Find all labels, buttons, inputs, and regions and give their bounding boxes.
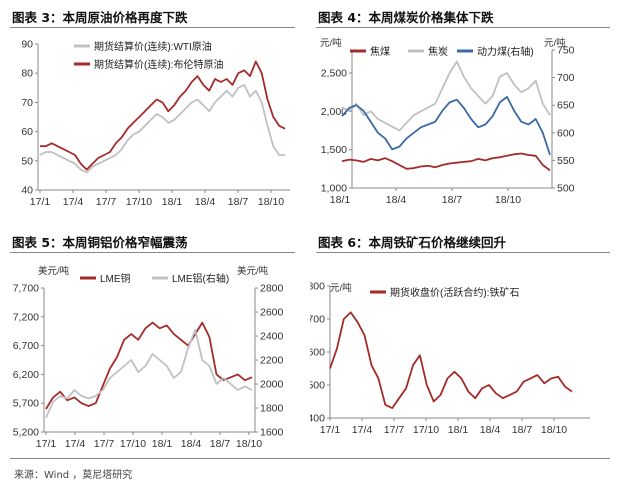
- x-tick-label: 18/10: [541, 424, 567, 436]
- y2-tick-label: 1800: [260, 403, 284, 415]
- x-tick-label: 18/7: [442, 194, 463, 206]
- y2-tick-label: 750: [557, 45, 575, 57]
- y-tick-label: 40: [21, 185, 33, 197]
- x-tick-label: 18/4: [195, 196, 216, 208]
- x-tick-label: 17/7: [384, 424, 405, 436]
- x-tick-label: 18/1: [448, 424, 469, 436]
- left-unit-label: 美元/吨: [38, 265, 70, 277]
- chart1-title: 图表 3：本周原油价格再度下跌: [12, 10, 188, 25]
- y-tick-label: 6,200: [13, 369, 39, 381]
- x-tick-label: 17/4: [63, 196, 84, 208]
- x-tick-label: 17/7: [96, 196, 117, 208]
- series-line-0: [39, 84, 285, 174]
- x-tick-label: 18/7: [512, 424, 533, 436]
- y2-tick-label: 550: [557, 155, 575, 167]
- y2-tick-label: 2600: [260, 307, 284, 319]
- y2-tick-label: 2200: [260, 355, 284, 367]
- x-tick-label: 17/1: [320, 424, 341, 436]
- x-tick-label: 18/7: [228, 196, 249, 208]
- y-tick-label: 600: [310, 347, 325, 359]
- legend-label: LME铜: [100, 273, 131, 285]
- x-tick-label: 18/1: [162, 196, 183, 208]
- series-line-0: [341, 152, 551, 172]
- y-tick-label: 5,200: [13, 427, 39, 439]
- y2-tick-label: 2400: [260, 331, 284, 343]
- y-tick-label: 5,700: [13, 398, 39, 410]
- chart1-svg: 40 50 60 70 80 90 17/1 17/4 17/7 17/10 18/1 18/4 18/…: [21, 39, 290, 208]
- x-tick-label: 18/7: [210, 438, 231, 450]
- y-tick-label: 7,200: [13, 311, 39, 323]
- y2-tick-label: 500: [557, 183, 575, 195]
- y-tick-label: 1,500: [321, 144, 347, 156]
- chart3-svg: 5,200 5,700 6,200 6,700 7,200 7,700 1600 1800 20…: [13, 265, 284, 450]
- y-tick-label: 800: [310, 281, 325, 293]
- x-tick-label: 18/10: [236, 438, 262, 450]
- y-tick-label: 1,000: [321, 183, 347, 195]
- chart4-title: 图表 6：本周铁矿石价格继续回升: [318, 235, 507, 250]
- y-tick-label: 2,500: [321, 68, 347, 80]
- y-tick-label: 90: [21, 39, 33, 51]
- left-unit-label: 元/吨: [320, 37, 342, 49]
- x-tick-label: 17/4: [65, 438, 86, 450]
- x-tick-label: 17/4: [352, 424, 373, 436]
- chart3-title: 图表 5：本周铜铝价格窄幅震荡: [12, 235, 188, 250]
- series-line-1: [45, 329, 253, 418]
- x-tick-label: 17/10: [120, 438, 146, 450]
- y-tick-label: 50: [21, 155, 33, 167]
- chart2-svg: 1,000 1,500 2,000 2,500 500 550 600 650 700 750 18…: [320, 37, 575, 206]
- right-unit-label: 美元/吨: [237, 265, 269, 277]
- series-line-2: [341, 96, 551, 156]
- x-tick-label: 17/10: [126, 196, 152, 208]
- x-tick-label: 18/10: [495, 194, 521, 206]
- x-tick-label: 18/10: [258, 196, 284, 208]
- unit-label: 元/吨: [330, 282, 352, 294]
- y2-tick-label: 600: [557, 127, 575, 139]
- series-line-1: [341, 60, 551, 132]
- series-line-1: [40, 60, 286, 171]
- x-tick-label: 18/4: [480, 424, 501, 436]
- legend-label: LME铝(右轴): [172, 272, 229, 285]
- y2-tick-label: 1600: [260, 427, 284, 439]
- source-note: 来源：Wind ，莫尼塔研究: [14, 470, 133, 481]
- y-tick-label: 400: [310, 413, 325, 425]
- x-tick-label: 17/1: [36, 438, 57, 450]
- y-tick-label: 80: [21, 68, 33, 80]
- legend-label: 期货结算价(连续):布伦特原油: [94, 58, 223, 71]
- y2-tick-label: 700: [557, 72, 575, 84]
- right-unit-label: 元/吨: [544, 37, 566, 49]
- x-tick-label: 18/1: [152, 438, 173, 450]
- legend-label: 焦炭: [428, 45, 448, 58]
- y-tick-label: 2,000: [321, 106, 347, 118]
- legend-label: 焦煤: [370, 45, 390, 58]
- y-tick-label: 6,700: [13, 340, 39, 352]
- legend-label: 动力煤(右轴): [477, 45, 534, 58]
- x-tick-label: 17/7: [94, 438, 115, 450]
- x-tick-label: 18/4: [386, 194, 407, 206]
- chart2-title: 图表 4：本周煤炭价格集体下跌: [318, 10, 494, 25]
- y2-tick-label: 650: [557, 100, 575, 112]
- x-tick-label: 18/4: [181, 438, 202, 450]
- chart4-svg: 400 500 600 700 800 17/1 17/4 17/7 17/10 18/1 18/4…: [310, 281, 590, 436]
- legend-label: 期货结算价(连续):WTI原油: [94, 40, 212, 53]
- y2-tick-label: 2800: [260, 283, 284, 295]
- x-tick-label: 17/1: [30, 196, 51, 208]
- y2-tick-label: 2000: [260, 379, 284, 391]
- y-tick-label: 700: [310, 314, 325, 326]
- y-tick-label: 500: [310, 380, 325, 392]
- series-line-0: [45, 321, 253, 410]
- x-tick-label: 18/1: [330, 194, 351, 206]
- x-tick-label: 17/10: [413, 424, 439, 436]
- y-tick-label: 7,700: [13, 283, 39, 295]
- y-tick-label: 60: [21, 126, 33, 138]
- legend-label: 期货收盘价(活跃合约):铁矿石: [390, 286, 519, 299]
- series-line-0: [329, 311, 573, 410]
- y-tick-label: 70: [21, 97, 33, 109]
